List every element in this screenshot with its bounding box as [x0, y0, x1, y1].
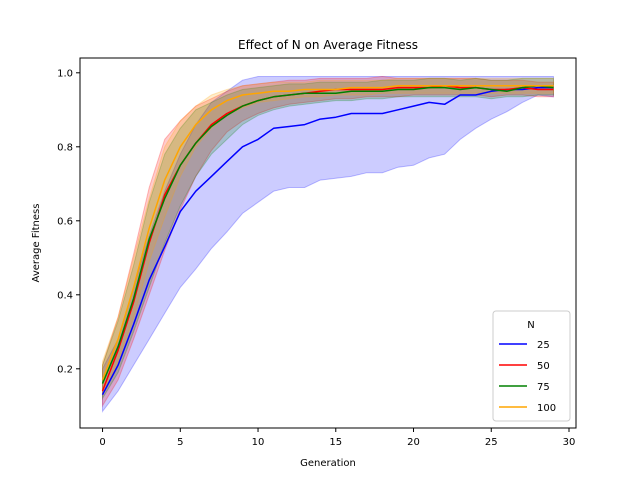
series-lines: [101, 85, 554, 396]
x-axis-ticks: 0 5 10 15 20 25 30: [99, 428, 575, 448]
y-tick-label: 0.6: [57, 216, 73, 227]
x-tick-label: 15: [329, 437, 342, 448]
line-n-100: [101, 85, 554, 381]
confidence-bands: [102, 75, 554, 413]
y-tick-label: 0.4: [57, 290, 73, 301]
y-tick-label: 1.0: [57, 68, 73, 79]
legend-label-n-75: 75: [537, 382, 550, 393]
line-n-75: [101, 85, 554, 384]
band-n-50: [102, 75, 554, 408]
legend-label-n-25: 25: [537, 340, 550, 351]
y-axis-label: Average Fitness: [31, 204, 42, 283]
legend: N 25 50 75 100: [492, 310, 571, 422]
band-n-100: [102, 77, 554, 395]
legend-items: 25 50 75 100: [499, 340, 556, 414]
x-tick-label: 25: [485, 437, 498, 448]
x-tick-label: 10: [252, 437, 265, 448]
chart-title: Effect of N on Average Fitness: [238, 38, 418, 52]
band-n-75: [102, 77, 554, 401]
legend-title: N: [527, 320, 534, 331]
y-tick-label: 0.8: [57, 142, 73, 153]
x-tick-label: 30: [563, 437, 576, 448]
x-tick-label: 5: [177, 437, 183, 448]
x-axis-label: Generation: [300, 458, 356, 469]
legend-label-n-50: 50: [537, 361, 550, 372]
band-n-25: [102, 76, 554, 413]
plot-frame: [79, 57, 577, 429]
x-tick-label: 20: [407, 437, 420, 448]
legend-box: [492, 310, 571, 422]
x-tick-label: 0: [99, 437, 105, 448]
y-axis-ticks: 0.2 0.4 0.6 0.8 1.0: [57, 68, 80, 375]
line-n-25: [101, 86, 554, 396]
y-tick-label: 0.2: [57, 364, 73, 375]
legend-label-n-100: 100: [537, 403, 556, 414]
